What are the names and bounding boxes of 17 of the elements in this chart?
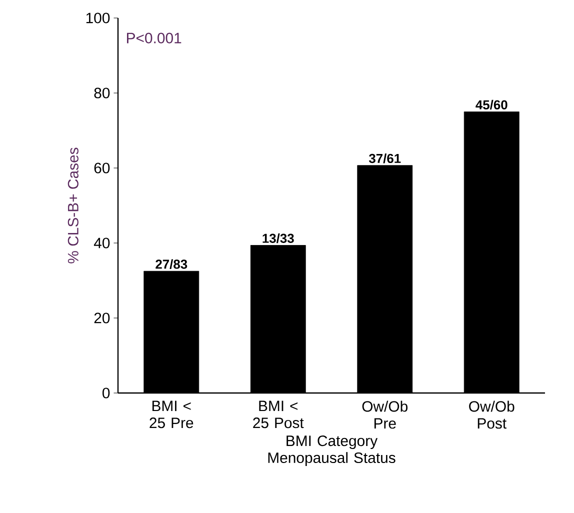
data-label: 13/33 [262, 233, 294, 244]
y-axis-title: % CLS-B+ Cases [68, 148, 78, 264]
annotation: P<0.001 [127, 32, 182, 44]
y-tick-label: 100 [86, 12, 110, 24]
y-tick-label: 20 [94, 312, 110, 324]
y-tick-label: 40 [94, 238, 110, 248]
x-axis-title: BMI Category Menopausal Status [268, 436, 396, 466]
data-label: 27/83 [156, 259, 188, 269]
data-label: 45/60 [476, 100, 508, 110]
x-tick-label: Ow/Ob Pre [362, 400, 408, 429]
y-tick-label: 0 [102, 388, 110, 398]
x-tick-label: Ow/Ob Post [469, 400, 514, 429]
x-tick-label: BMI < 25 Pre [150, 400, 194, 428]
y-tick-label: 80 [94, 88, 110, 98]
data-label: 37/61 [368, 154, 401, 164]
x-tick-label: BMI < 25 Post [253, 400, 304, 428]
y-tick-label: 60 [94, 162, 110, 174]
